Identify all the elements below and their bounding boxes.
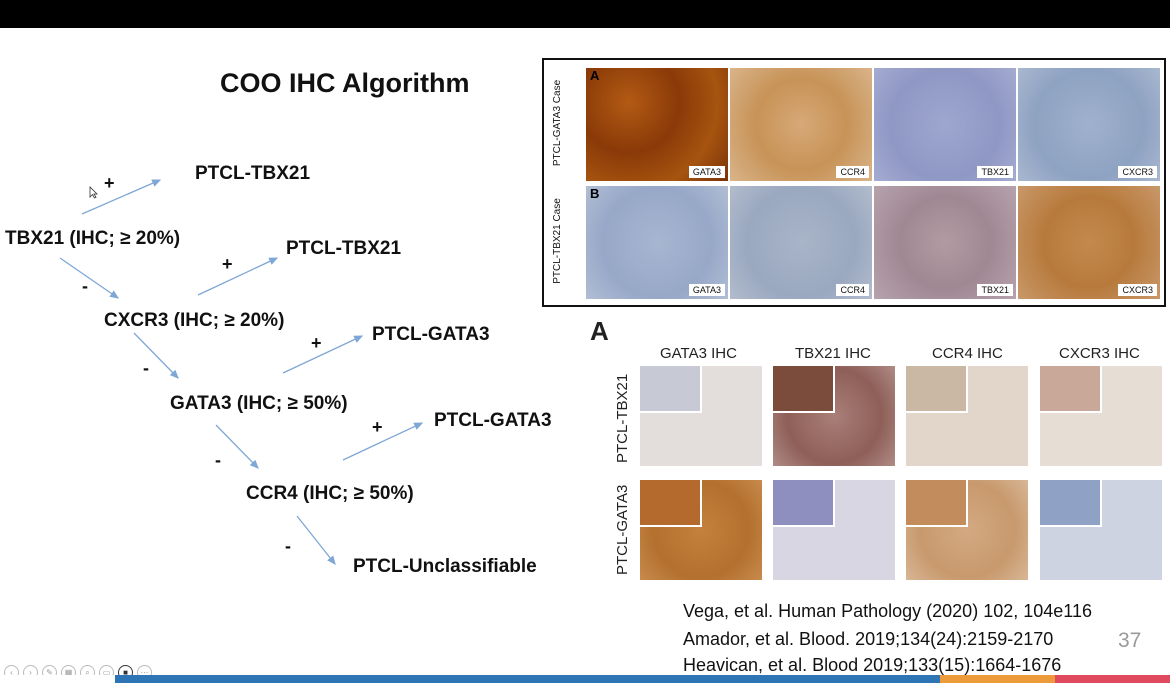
row-label-a: PTCL-GATA3 Case bbox=[552, 79, 563, 167]
outcome-ptcl-gata3-2: PTCL-GATA3 bbox=[434, 410, 552, 431]
arrow-tbx21-minus bbox=[59, 257, 120, 299]
plus-sign: + bbox=[222, 254, 233, 274]
row-label: PTCL-GATA3 bbox=[614, 484, 631, 575]
micrograph-tbx21-gata3 bbox=[773, 480, 895, 580]
arrow-tbx21-plus bbox=[81, 179, 162, 215]
outcome-ptcl-gata3-1: PTCL-GATA3 bbox=[372, 324, 490, 345]
micrograph-gata3-tbx21 bbox=[640, 366, 762, 466]
micrograph-cxcr3-gata3 bbox=[1040, 480, 1162, 580]
node-gata3: GATA3 (IHC; ≥ 50%) bbox=[170, 393, 348, 414]
column-header: CCR4 IHC bbox=[932, 345, 1003, 362]
slide: COO IHC Algorithm TBX21 (IHC; ≥ 20%) CXC… bbox=[0, 28, 1170, 683]
minus-sign: - bbox=[143, 358, 149, 378]
reference-vega: Vega, et al. Human Pathology (2020) 102,… bbox=[683, 601, 1092, 621]
micrograph-tbx21-case-a: TBX21 bbox=[874, 68, 1016, 181]
outcome-ptcl-tbx21-2: PTCL-TBX21 bbox=[286, 238, 402, 259]
micrograph-tbx21-tbx21 bbox=[773, 366, 895, 466]
stain-label: CCR4 bbox=[836, 166, 869, 178]
micrograph-cxcr3-case-b: CXCR3 bbox=[1018, 186, 1160, 299]
arrow-gata3-minus bbox=[215, 424, 259, 469]
stain-label: CXCR3 bbox=[1118, 166, 1157, 178]
node-ccr4: CCR4 (IHC; ≥ 50%) bbox=[246, 483, 414, 504]
arrow-cxcr3-plus bbox=[197, 257, 279, 296]
minus-sign: - bbox=[82, 276, 88, 296]
micrograph-ccr4-tbx21 bbox=[906, 366, 1028, 466]
panel-letter-a: A bbox=[590, 68, 600, 83]
reference-heavican: Heavican, et al. Blood 2019;133(15):1664… bbox=[683, 655, 1062, 675]
stain-label: CCR4 bbox=[836, 284, 869, 296]
arrow-ccr4-minus bbox=[296, 515, 336, 566]
plus-sign: + bbox=[311, 333, 322, 353]
minus-sign: - bbox=[215, 450, 221, 470]
micrograph-gata3-gata3 bbox=[640, 480, 762, 580]
column-header: GATA3 IHC bbox=[660, 345, 737, 362]
arrow-cxcr3-minus bbox=[133, 332, 179, 379]
plus-sign: + bbox=[372, 417, 383, 437]
stain-label: TBX21 bbox=[977, 166, 1013, 178]
node-cxcr3: CXCR3 (IHC; ≥ 20%) bbox=[104, 310, 285, 331]
outcome-ptcl-tbx21-1: PTCL-TBX21 bbox=[195, 163, 311, 184]
micrograph-tbx21-case-b: TBX21 bbox=[874, 186, 1016, 299]
node-tbx21: TBX21 (IHC; ≥ 20%) bbox=[5, 228, 181, 249]
micrograph-ccr4-case-a: CCR4 bbox=[730, 68, 872, 181]
stain-label: TBX21 bbox=[977, 284, 1013, 296]
micrograph-cxcr3-case-a: CXCR3 bbox=[1018, 68, 1160, 181]
reference-amador: Amador, et al. Blood. 2019;134(24):2159-… bbox=[683, 629, 1054, 649]
stain-label: CXCR3 bbox=[1118, 284, 1157, 296]
flow-arrows bbox=[59, 179, 424, 566]
plus-sign: + bbox=[104, 173, 115, 193]
micrograph-cxcr3-tbx21 bbox=[1040, 366, 1162, 466]
row-label: PTCL-TBX21 bbox=[614, 373, 631, 463]
micrograph-gata3-case-b: GATA3 bbox=[586, 186, 728, 299]
panel-letter-b: B bbox=[590, 186, 600, 201]
micrograph-gata3-case-a: GATA3 bbox=[586, 68, 728, 181]
row-label-b: PTCL-TBX21 Case bbox=[552, 198, 563, 284]
ihc-figure-top: PTCL-GATA3 Case PTCL-TBX21 Case A B GATA… bbox=[542, 58, 1166, 307]
panel-letter: A bbox=[590, 316, 609, 346]
stain-label: GATA3 bbox=[688, 284, 725, 296]
column-header: CXCR3 IHC bbox=[1059, 345, 1140, 362]
slide-title: COO IHC Algorithm bbox=[220, 68, 470, 98]
minus-sign: - bbox=[285, 536, 291, 556]
mouse-cursor-icon bbox=[89, 186, 98, 204]
arrow-ccr4-plus bbox=[342, 422, 424, 461]
page-number: 37 bbox=[1118, 629, 1142, 652]
micrograph-ccr4-case-b: CCR4 bbox=[730, 186, 872, 299]
arrow-gata3-plus bbox=[282, 335, 364, 374]
bottom-color-bar bbox=[0, 675, 1170, 683]
stain-label: GATA3 bbox=[688, 166, 725, 178]
outcome-ptcl-unclassifiable: PTCL-Unclassifiable bbox=[353, 556, 537, 577]
micrograph-ccr4-gata3 bbox=[906, 480, 1028, 580]
column-header: TBX21 IHC bbox=[795, 345, 871, 362]
